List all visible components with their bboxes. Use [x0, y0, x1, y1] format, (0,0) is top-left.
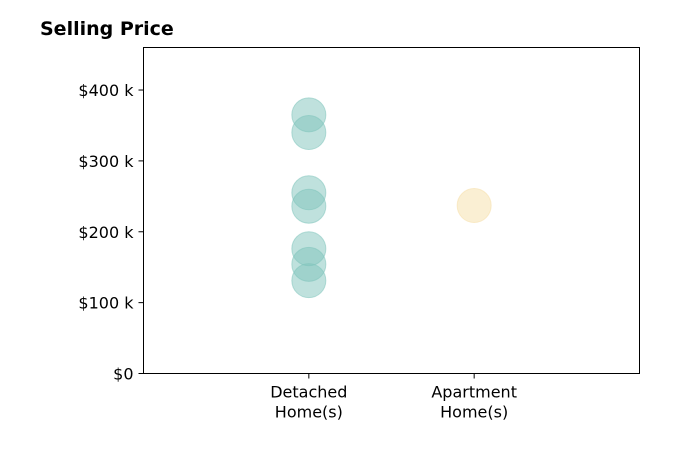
data-point	[456, 188, 492, 224]
y-tick-label: $400 k	[78, 81, 134, 100]
x-tick-label: Detached Home(s)	[270, 383, 347, 422]
chart-title: Selling Price	[40, 18, 174, 40]
x-tick-label: Apartment Home(s)	[431, 383, 517, 422]
y-tick-label: $200 k	[78, 223, 134, 242]
data-point	[291, 263, 327, 299]
x-axis: Detached Home(s) Apartment Home(s)	[270, 373, 517, 422]
y-axis: $0 $100 k $200 k $300 k $400 k	[78, 81, 144, 384]
y-tick-label: $0	[113, 365, 133, 384]
y-tick-label: $300 k	[78, 152, 134, 171]
points-layer	[291, 97, 492, 299]
y-tick-label: $100 k	[78, 294, 134, 313]
data-point	[291, 115, 327, 151]
data-point	[291, 188, 327, 224]
plot-frame	[143, 47, 640, 374]
